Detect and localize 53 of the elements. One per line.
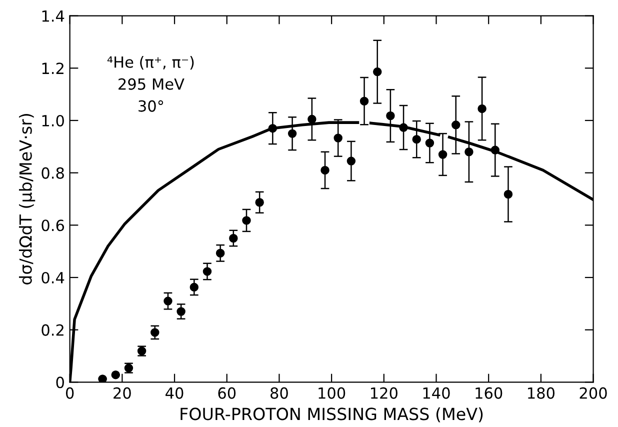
x-tick-label: 160 xyxy=(476,387,502,399)
point xyxy=(504,190,513,199)
point xyxy=(490,146,500,154)
point xyxy=(346,156,356,166)
point xyxy=(150,328,160,337)
x-axis-title: FOUR-PROTON MISSING MASS (MeV) xyxy=(180,407,483,422)
x-tick-label: 100 xyxy=(318,387,346,399)
point xyxy=(229,234,238,243)
y-tick-label: 1.0 xyxy=(42,114,64,126)
y-tick-label: 0.4 xyxy=(42,272,64,284)
point xyxy=(360,96,369,106)
y-tick-label: 1.4 xyxy=(42,10,64,22)
x-tick-label: 200 xyxy=(580,387,607,399)
x-tick-label: 120 xyxy=(371,387,398,399)
point xyxy=(386,111,395,120)
point xyxy=(334,134,342,142)
y-axis-title: dσ/dΩdT (μb/MeV·sr) xyxy=(18,114,36,284)
point xyxy=(412,134,421,144)
point xyxy=(288,129,297,138)
point xyxy=(98,374,107,382)
point xyxy=(320,166,330,175)
x-tick-label: 140 xyxy=(423,387,450,399)
y-tick-label: 1.2 xyxy=(42,62,64,74)
y-tick-label: 0.6 xyxy=(42,220,64,232)
annotation: ⁴He (π⁺, π⁻) xyxy=(107,56,194,70)
y-tick-label: 0.2 xyxy=(42,324,64,336)
x-tick-label: 80 xyxy=(270,387,288,399)
point xyxy=(202,267,212,276)
point xyxy=(438,150,448,159)
point xyxy=(452,120,460,130)
annotation: 295 MeV xyxy=(118,78,184,90)
point xyxy=(399,123,408,132)
annotation: 30° xyxy=(138,100,164,112)
x-tick-label: 40 xyxy=(166,387,184,399)
point xyxy=(308,114,316,124)
point xyxy=(242,216,251,225)
x-tick-label: 180 xyxy=(528,387,554,399)
x-tick-label: 0 xyxy=(66,387,74,399)
point xyxy=(164,296,172,306)
point xyxy=(190,282,199,292)
point xyxy=(464,148,474,156)
y-tick-label: 0 xyxy=(56,376,64,388)
point xyxy=(255,198,264,207)
point xyxy=(425,138,434,148)
y-tick-label: 0.8 xyxy=(42,167,64,179)
point xyxy=(176,307,186,316)
point xyxy=(372,67,382,76)
point xyxy=(268,124,278,133)
point xyxy=(478,104,486,114)
x-tick-label: 60 xyxy=(218,387,236,399)
point xyxy=(111,370,120,380)
point xyxy=(216,248,225,258)
x-tick-label: 20 xyxy=(114,387,131,399)
